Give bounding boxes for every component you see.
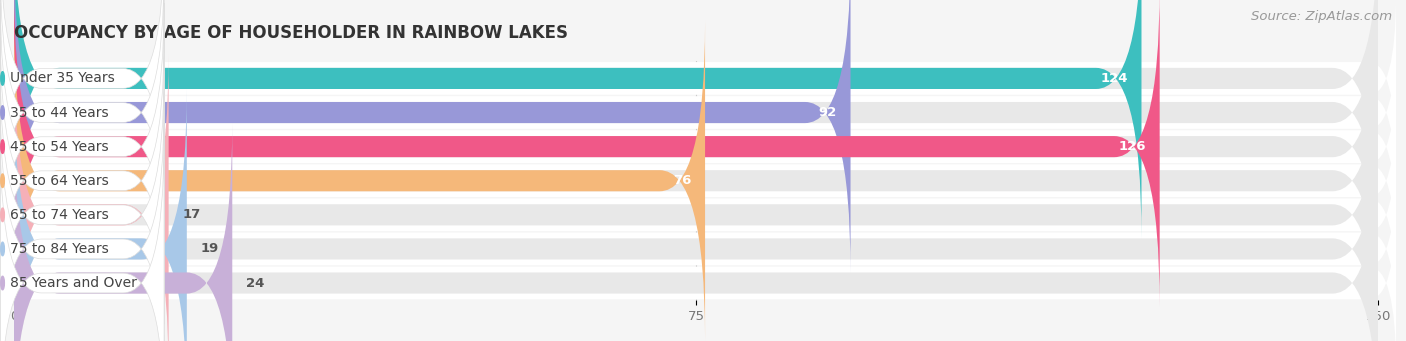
Text: Under 35 Years: Under 35 Years <box>10 71 114 86</box>
Circle shape <box>1 140 4 153</box>
FancyBboxPatch shape <box>0 37 165 324</box>
FancyBboxPatch shape <box>0 27 1396 198</box>
Text: 76: 76 <box>673 174 692 187</box>
Circle shape <box>1 106 4 119</box>
Circle shape <box>1 208 4 222</box>
FancyBboxPatch shape <box>14 0 1378 307</box>
FancyBboxPatch shape <box>14 89 1378 341</box>
Text: 92: 92 <box>818 106 837 119</box>
FancyBboxPatch shape <box>14 55 169 341</box>
FancyBboxPatch shape <box>14 0 1160 307</box>
FancyBboxPatch shape <box>14 21 704 341</box>
FancyBboxPatch shape <box>0 0 1396 164</box>
FancyBboxPatch shape <box>14 0 1378 238</box>
Text: 65 to 74 Years: 65 to 74 Years <box>10 208 108 222</box>
Text: OCCUPANCY BY AGE OF HOUSEHOLDER IN RAINBOW LAKES: OCCUPANCY BY AGE OF HOUSEHOLDER IN RAINB… <box>14 24 568 42</box>
Text: 45 to 54 Years: 45 to 54 Years <box>10 139 108 154</box>
FancyBboxPatch shape <box>0 139 165 341</box>
FancyBboxPatch shape <box>0 105 165 341</box>
FancyBboxPatch shape <box>0 197 1396 341</box>
Text: 35 to 44 Years: 35 to 44 Years <box>10 105 108 120</box>
FancyBboxPatch shape <box>14 123 232 341</box>
Text: 19: 19 <box>201 242 219 255</box>
FancyBboxPatch shape <box>14 21 1378 341</box>
FancyBboxPatch shape <box>0 163 1396 335</box>
Text: 124: 124 <box>1101 72 1128 85</box>
FancyBboxPatch shape <box>14 0 851 272</box>
Text: 55 to 64 Years: 55 to 64 Years <box>10 174 108 188</box>
Text: 75 to 84 Years: 75 to 84 Years <box>10 242 108 256</box>
FancyBboxPatch shape <box>14 123 1378 341</box>
FancyBboxPatch shape <box>0 95 1396 267</box>
FancyBboxPatch shape <box>0 0 165 256</box>
Text: Source: ZipAtlas.com: Source: ZipAtlas.com <box>1251 10 1392 23</box>
Circle shape <box>1 174 4 188</box>
Text: 126: 126 <box>1119 140 1146 153</box>
FancyBboxPatch shape <box>0 71 165 341</box>
FancyBboxPatch shape <box>14 89 187 341</box>
FancyBboxPatch shape <box>14 55 1378 341</box>
FancyBboxPatch shape <box>0 0 165 222</box>
Circle shape <box>1 242 4 256</box>
FancyBboxPatch shape <box>0 3 165 290</box>
FancyBboxPatch shape <box>0 129 1396 301</box>
FancyBboxPatch shape <box>14 0 1378 272</box>
FancyBboxPatch shape <box>0 61 1396 233</box>
Text: 85 Years and Over: 85 Years and Over <box>10 276 136 290</box>
Text: 17: 17 <box>183 208 201 221</box>
Circle shape <box>1 72 4 85</box>
Circle shape <box>1 276 4 290</box>
Text: 24: 24 <box>246 277 264 290</box>
FancyBboxPatch shape <box>14 0 1142 238</box>
